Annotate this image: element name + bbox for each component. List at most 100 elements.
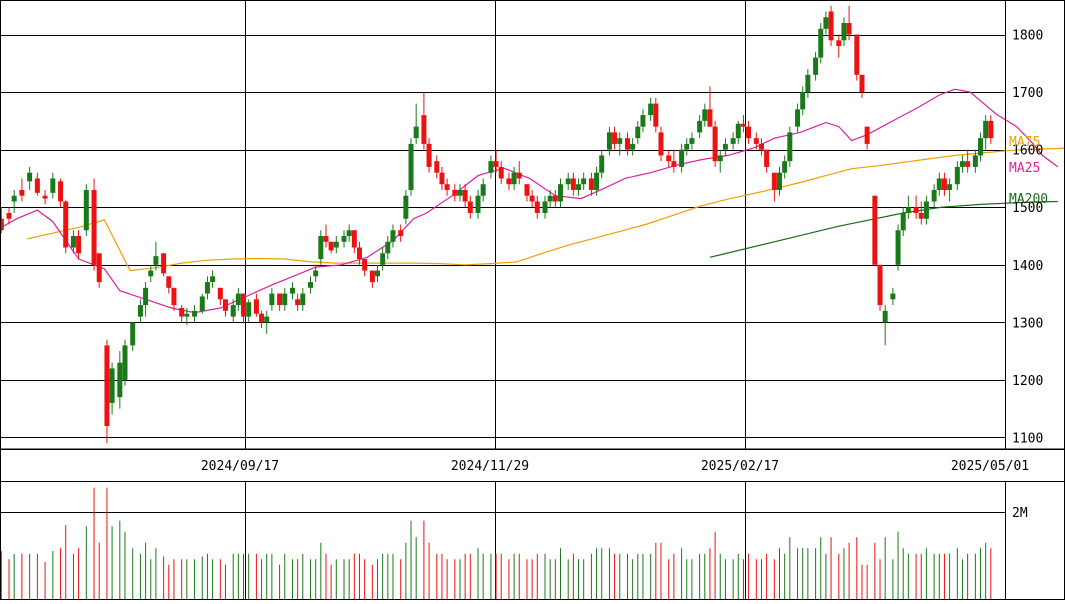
candle-body — [630, 143, 636, 150]
candle-body — [612, 132, 618, 144]
legend-ma75: MA75 — [1009, 135, 1040, 150]
candle-body — [421, 115, 427, 144]
candle-body — [552, 195, 558, 202]
candle-body — [905, 207, 911, 213]
candle-body — [333, 241, 339, 248]
candle-body — [529, 195, 535, 202]
candle-body — [818, 28, 824, 58]
candle-body — [235, 293, 241, 306]
candle-body — [606, 132, 612, 150]
candle-body — [524, 184, 530, 196]
candle-body — [83, 189, 89, 231]
candle-body — [635, 126, 641, 139]
candle-body — [300, 293, 306, 306]
candle-body — [70, 236, 76, 248]
candle-body — [34, 178, 40, 193]
candle-body — [854, 34, 860, 75]
candle-body — [954, 166, 960, 185]
candle-body — [467, 201, 473, 213]
candle-body — [653, 103, 659, 127]
candle-body — [222, 299, 228, 311]
candle-body — [777, 172, 783, 190]
candle-body — [730, 138, 736, 144]
candle-body — [253, 299, 259, 314]
candle-body — [722, 143, 728, 150]
candle-body — [498, 166, 504, 179]
price-tick-label: 1700 — [1012, 86, 1043, 101]
candle-body — [475, 195, 481, 213]
candle-body — [931, 189, 937, 202]
candle-body — [295, 299, 301, 306]
candle-body — [890, 293, 896, 300]
candle-body — [246, 302, 252, 317]
candle-body — [346, 230, 352, 237]
candle-body — [403, 195, 409, 219]
candle-body — [390, 230, 396, 242]
candle-body — [702, 109, 708, 121]
candle-body — [439, 172, 445, 185]
candle-body — [323, 236, 329, 242]
candle-body — [671, 161, 677, 167]
candle-body — [199, 296, 205, 311]
candle-body — [972, 155, 978, 167]
candle-body — [241, 293, 247, 317]
candle-body — [398, 230, 404, 237]
date-label: 2024/09/17 — [201, 459, 279, 474]
candle-body — [648, 103, 654, 116]
candle-body — [758, 143, 764, 150]
candle-body — [679, 149, 685, 167]
candle-body — [947, 184, 953, 190]
candle-body — [282, 293, 288, 306]
price-tick-label: 1600 — [1012, 144, 1043, 159]
candle-body — [308, 282, 314, 288]
legend-ma25: MA25 — [1009, 161, 1040, 176]
candle-body — [895, 230, 901, 265]
candle-body — [104, 345, 110, 426]
candle-body — [130, 322, 136, 346]
ma-legend: MA75 MA25 MA200 — [1009, 135, 1048, 207]
candle-body — [547, 195, 553, 202]
candle-body — [166, 276, 172, 288]
candle-body — [588, 178, 594, 190]
price-tick-label: 1500 — [1012, 201, 1043, 216]
price-gridlines — [0, 0, 1005, 600]
candle-body — [557, 184, 563, 202]
candle-body — [408, 143, 414, 190]
candle-body — [50, 178, 56, 193]
candle-body — [230, 305, 236, 317]
ma-line-ma200 — [709, 200, 1058, 258]
candle-body — [122, 345, 128, 380]
axis-labels: 1100 1200 1300 1400 1500 1600 1700 1800 2M 2024/0… — [201, 29, 1043, 521]
candle-body — [872, 195, 878, 265]
candle-body — [413, 126, 419, 139]
candle-body — [493, 161, 499, 167]
candle-body — [689, 138, 695, 144]
candle-body — [171, 287, 177, 306]
candle-body — [978, 138, 984, 156]
candle-body — [58, 181, 64, 202]
date-label: 2024/11/29 — [451, 459, 529, 474]
candle-body — [900, 212, 906, 231]
candle-body — [717, 155, 723, 162]
candle-body — [800, 92, 806, 110]
candle-body — [19, 189, 25, 196]
candle-body — [385, 241, 391, 254]
candle-body — [764, 149, 770, 167]
candle-body — [813, 57, 819, 75]
candle-body — [192, 310, 198, 317]
candle-body — [506, 178, 512, 185]
candle-body — [91, 189, 97, 265]
candle-body — [6, 212, 12, 219]
candle-body — [787, 132, 793, 162]
candle-body — [179, 307, 185, 317]
candle-body — [318, 236, 324, 260]
candle-body — [666, 155, 672, 162]
candle-body — [542, 201, 548, 213]
candle-body — [289, 287, 295, 294]
candle-body — [864, 126, 870, 144]
legend-ma200: MA200 — [1009, 192, 1048, 207]
candle-body — [712, 126, 718, 162]
candle-body — [941, 178, 947, 190]
